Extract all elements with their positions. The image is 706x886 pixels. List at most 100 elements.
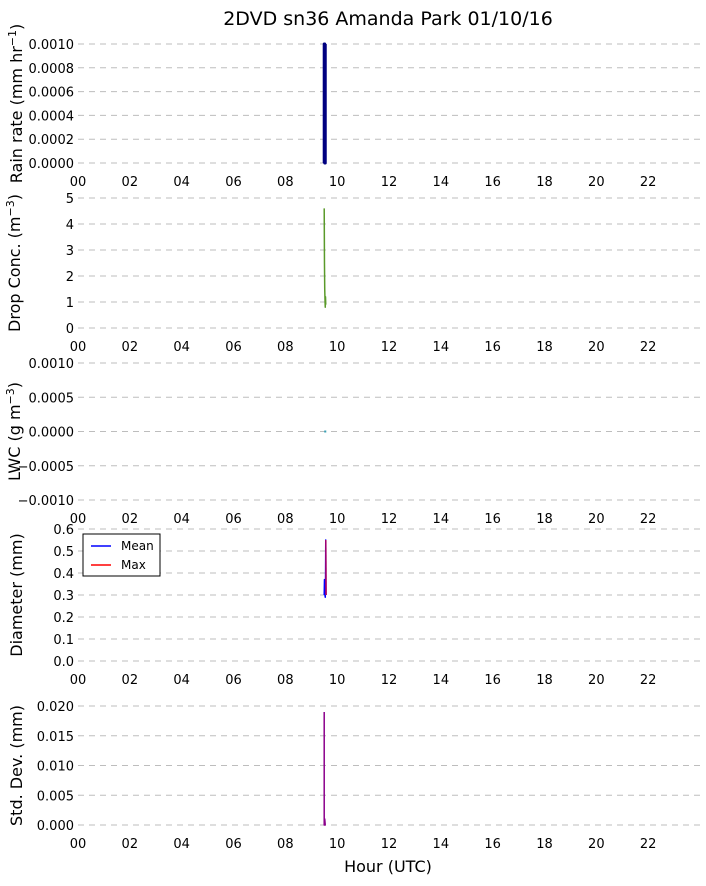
y-tick-label: 0.020 [37,700,74,715]
x-tick-label: 18 [536,512,553,527]
x-tick-label: 08 [277,175,294,190]
y-tick-label: 2 [66,270,74,285]
x-tick-label: 00 [70,340,87,355]
y-tick-label: 5 [66,192,74,207]
x-tick-label: 16 [484,673,501,688]
x-tick-label: 18 [536,837,553,852]
y-tick-label: 0.0008 [29,62,75,77]
y-axis-label: Std. Dev. (mm) [7,705,26,826]
x-tick-label: 14 [433,512,450,527]
x-tick-label: 08 [277,512,294,527]
x-tick-label: 14 [433,175,450,190]
x-tick-label: 00 [70,837,87,852]
y-tick-label: 0.0006 [29,86,75,101]
y-tick-label: 0.015 [37,730,74,745]
series-line-1 [323,711,326,826]
x-tick-label: 20 [588,512,605,527]
x-tick-label: 06 [225,512,242,527]
x-tick-label: 18 [536,175,553,190]
x-tick-label: 16 [484,340,501,355]
y-tick-label: 0.0 [53,655,74,670]
y-tick-label: 0.3 [53,589,74,604]
y-axis-label: Diameter (mm) [7,533,26,656]
x-tick-label: 12 [381,340,398,355]
y-axis-label-main: Std. Dev. (mm) [7,705,26,826]
x-tick-label: 02 [122,673,139,688]
y-tick-label: 0.0004 [29,109,75,124]
x-tick-label: 08 [277,837,294,852]
x-tick-label: 16 [484,512,501,527]
x-tick-label: 22 [640,837,657,852]
x-tick-label: 20 [588,837,605,852]
x-tick-label: 08 [277,673,294,688]
y-axis-label-main: LWC (g m [5,404,24,481]
y-axis-label-superscript: −3 [4,388,17,404]
y-tick-label: 0.0010 [29,357,75,372]
x-tick-label: 16 [484,175,501,190]
legend-label-mean: Mean [121,539,154,553]
x-tick-label: 22 [640,175,657,190]
y-tick-label: 0.0000 [29,157,75,172]
x-tick-label: 14 [433,673,450,688]
x-tick-label: 10 [329,673,346,688]
x-tick-label: 04 [173,673,190,688]
y-tick-label: −0.0010 [18,494,74,509]
x-tick-label: 06 [225,673,242,688]
x-tick-label: 20 [588,673,605,688]
y-tick-label: 0.0000 [29,426,75,441]
x-tick-label: 20 [588,175,605,190]
x-tick-label: 08 [277,340,294,355]
x-tick-label: 12 [381,837,398,852]
x-tick-label: 04 [173,340,190,355]
x-tick-label: 20 [588,340,605,355]
x-tick-label: 18 [536,673,553,688]
y-axis-label: LWC (g m−3) [4,382,24,481]
panel-5: 0.000 0.005 0.010 0.015 0.020 00 02 04 06 08 10 12 1… [7,700,700,852]
y-tick-label: 0.4 [53,567,74,582]
y-axis-label-tail: ) [7,24,26,30]
series-line-1 [322,42,327,165]
panel-1: 0.0000 0.0002 0.0004 0.0006 0.0008 0.0010 00 02… [6,24,700,190]
x-tick-label: 00 [70,673,87,688]
panel-3: −0.0010 −0.0005 0.0000 0.0005 0.0010 00 02 04 06… [4,357,700,527]
y-axis-label-superscript: −1 [6,30,19,46]
x-tick-label: 22 [640,512,657,527]
y-tick-label: 0 [66,322,74,337]
x-tick-label: 12 [381,175,398,190]
x-tick-label: 00 [70,512,87,527]
x-tick-label: 10 [329,175,346,190]
x-tick-label: 02 [122,512,139,527]
x-tick-label: 14 [433,837,450,852]
x-tick-label: 16 [484,837,501,852]
y-tick-label: 0.1 [53,633,74,648]
x-tick-label: 14 [433,340,450,355]
y-axis-label-main: Rain rate (mm hr [7,46,26,183]
figure-title: 2DVD sn36 Amanda Park 01/10/16 [223,8,553,30]
legend: Mean Max [82,533,161,577]
x-tick-label: 02 [122,175,139,190]
y-tick-label: 0.005 [37,789,74,804]
y-tick-label: 0.000 [37,819,74,834]
y-tick-label: 1 [66,296,74,311]
x-tick-label: 04 [173,512,190,527]
y-tick-label: 0.6 [53,523,74,538]
x-axis-label: Hour (UTC) [344,857,432,876]
x-tick-label: 10 [329,512,346,527]
x-tick-label: 22 [640,340,657,355]
x-tick-label: 02 [122,340,139,355]
x-tick-label: 10 [329,340,346,355]
y-tick-label: 4 [66,218,74,233]
y-tick-label: 3 [66,244,74,259]
y-tick-label: 0.010 [37,760,74,775]
x-tick-label: 10 [329,837,346,852]
y-tick-label: 0.0010 [29,38,75,53]
x-tick-label: 00 [70,175,87,190]
y-axis-label: Rain rate (mm hr−1) [6,24,26,184]
series-line-1 [323,208,327,308]
y-tick-label: −0.0005 [18,460,74,475]
x-tick-label: 02 [122,837,139,852]
x-tick-label: 22 [640,673,657,688]
